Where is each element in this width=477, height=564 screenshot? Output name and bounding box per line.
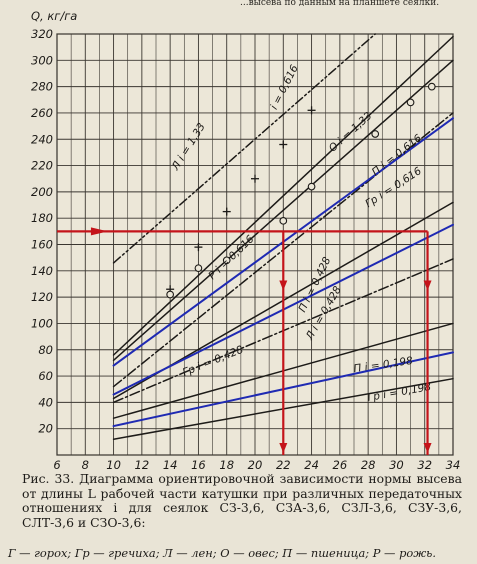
x-tick-label: 20 [248, 458, 263, 470]
series-line [112, 33, 376, 264]
annotation-arrow [279, 280, 288, 291]
x-tick-label: 18 [219, 458, 234, 470]
annotation-arrow [90, 227, 108, 236]
y-tick-label: 20 [38, 422, 53, 436]
circle-marker [427, 82, 436, 91]
y-tick-label: 300 [31, 53, 53, 67]
chart-ticks: 6 8 10 12 14 16 18 20 22 24 26 28 30 32 34 20 40 60 80 100 1… [31, 27, 460, 470]
x-tick-label: 26 [333, 458, 348, 470]
cross-marker [307, 106, 316, 115]
caption-text: Диаграмма ориентировочной зависимости но… [22, 471, 462, 530]
circle-marker [222, 256, 231, 265]
x-tick-label: 16 [191, 458, 206, 470]
y-tick-label: 280 [31, 80, 53, 94]
y-tick-label: 120 [31, 290, 53, 304]
y-tick-label: 80 [38, 343, 53, 357]
x-tick-label: 30 [389, 458, 404, 470]
x-tick-label: 6 [53, 458, 60, 470]
x-tick-label: 8 [82, 458, 89, 470]
x-tick-label: 32 [417, 458, 432, 470]
y-tick-label: 240 [31, 132, 53, 146]
caption-prefix: Рис. 33. [22, 471, 75, 486]
annotation-arrow [423, 443, 432, 453]
y-tick-label: 160 [31, 238, 53, 252]
x-tick-label: 12 [135, 458, 150, 470]
circle-marker [371, 130, 380, 138]
y-tick-label: 220 [31, 159, 53, 173]
chart-annotations [57, 227, 432, 455]
circle-marker [307, 182, 316, 191]
y-axis-label: Q, кг/га [31, 9, 77, 23]
y-tick-label: 260 [31, 106, 53, 120]
y-tick-label: 200 [31, 185, 53, 199]
x-tick-label: 14 [163, 458, 178, 470]
abbreviation-legend: Г — горох; Гр — гречиха; Л — лен; О — ов… [8, 546, 436, 560]
x-tick-label: 24 [304, 458, 319, 470]
cross-marker [222, 207, 231, 216]
x-tick-label: 28 [361, 458, 376, 470]
circle-marker [279, 216, 288, 225]
y-tick-label: 320 [31, 27, 53, 41]
circle-marker [194, 264, 203, 273]
top-text-strip: ...высева по данным на планшете сеялки. [240, 0, 440, 6]
figure-caption: Рис. 33. Диаграмма ориентировочной завис… [22, 471, 462, 530]
y-tick-label: 60 [38, 369, 53, 383]
y-tick-label: 100 [31, 316, 53, 330]
cross-marker [194, 243, 203, 252]
x-tick-label: 34 [446, 458, 461, 470]
circle-marker [406, 98, 415, 107]
y-tick-label: 140 [31, 264, 53, 278]
x-tick-label: 22 [276, 458, 291, 470]
series-line [112, 35, 454, 356]
series-line [112, 59, 454, 362]
cross-marker [251, 174, 259, 183]
cross-marker [279, 140, 288, 149]
x-tick-label: 10 [106, 458, 121, 470]
y-tick-label: 180 [31, 211, 53, 225]
annotation-arrow [279, 443, 288, 453]
annotation-arrow [423, 280, 432, 291]
y-tick-label: 40 [38, 395, 53, 409]
circle-marker [166, 290, 174, 299]
